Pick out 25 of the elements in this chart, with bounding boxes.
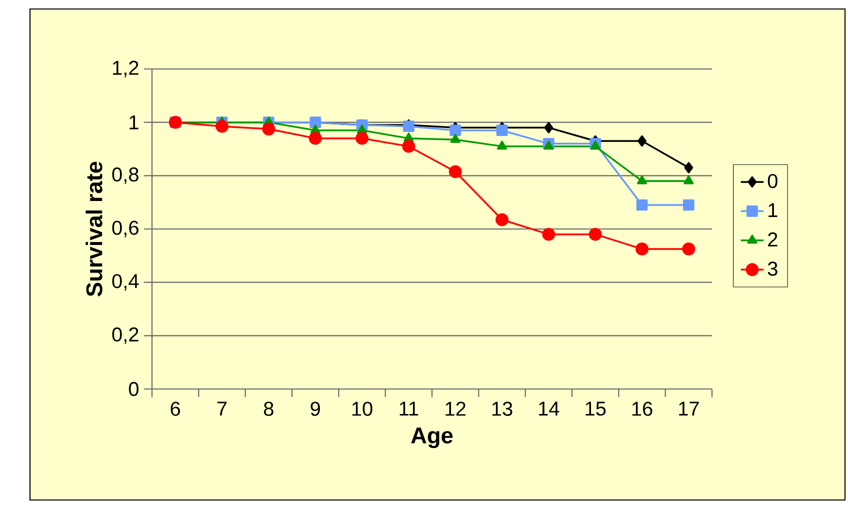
x-tick-label: 6 [170, 402, 180, 416]
y-tick-label: 0,4 [112, 274, 139, 291]
x-tick-label: 15 [586, 402, 606, 416]
x-tick-label: 11 [400, 402, 418, 416]
x-tick-label: 8 [264, 402, 274, 416]
x-tick-label: 9 [310, 402, 320, 416]
x-tick-label: 16 [632, 402, 652, 416]
legend-label: 3 [768, 262, 778, 276]
x-tick-label: 13 [492, 402, 512, 416]
x-axis-title: Age [411, 428, 453, 448]
x-tick-label: 14 [539, 402, 560, 416]
y-tick-label: 0,6 [112, 220, 138, 238]
legend-label: 2 [768, 232, 778, 246]
x-tick-label: 10 [352, 402, 372, 416]
y-tick-label: 0,8 [112, 167, 138, 184]
x-tick-label: 12 [446, 402, 466, 416]
legend-label: 1 [768, 203, 778, 218]
x-tick-label: 7 [217, 402, 227, 416]
y-tick-label: 1,2 [113, 60, 138, 78]
x-tick-label: 17 [679, 402, 699, 416]
y-tick-label: 1 [130, 115, 138, 130]
legend-label: 0 [768, 174, 778, 188]
y-axis-title: Survival rate [86, 162, 102, 296]
y-tick-label: 0,2 [112, 327, 138, 344]
y-tick-label: 0 [128, 382, 138, 396]
